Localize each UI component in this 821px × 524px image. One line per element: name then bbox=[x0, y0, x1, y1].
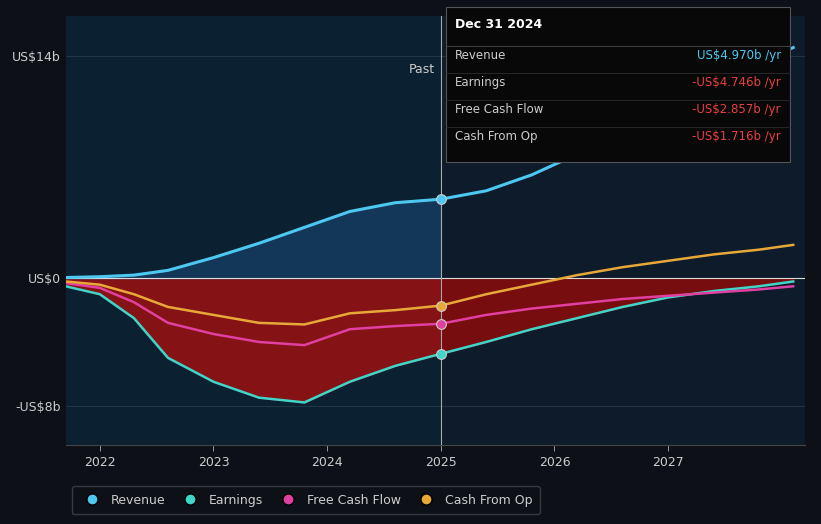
Text: Past: Past bbox=[409, 63, 435, 77]
Bar bbox=[66, 16, 441, 445]
Text: Cash From Op: Cash From Op bbox=[455, 130, 538, 144]
Text: Dec 31 2024: Dec 31 2024 bbox=[455, 18, 543, 31]
Bar bbox=[447, 7, 790, 162]
Text: Revenue: Revenue bbox=[455, 49, 507, 62]
Text: Free Cash Flow: Free Cash Flow bbox=[455, 103, 544, 116]
Text: US$4.970b /yr: US$4.970b /yr bbox=[697, 49, 781, 62]
Text: -US$4.746b /yr: -US$4.746b /yr bbox=[692, 77, 781, 89]
Legend: Revenue, Earnings, Free Cash Flow, Cash From Op: Revenue, Earnings, Free Cash Flow, Cash … bbox=[72, 486, 539, 515]
Text: -US$2.857b /yr: -US$2.857b /yr bbox=[692, 103, 781, 116]
Text: Analysts Forecasts: Analysts Forecasts bbox=[450, 63, 566, 77]
Text: Earnings: Earnings bbox=[455, 77, 507, 89]
Text: -US$1.716b /yr: -US$1.716b /yr bbox=[692, 130, 781, 144]
